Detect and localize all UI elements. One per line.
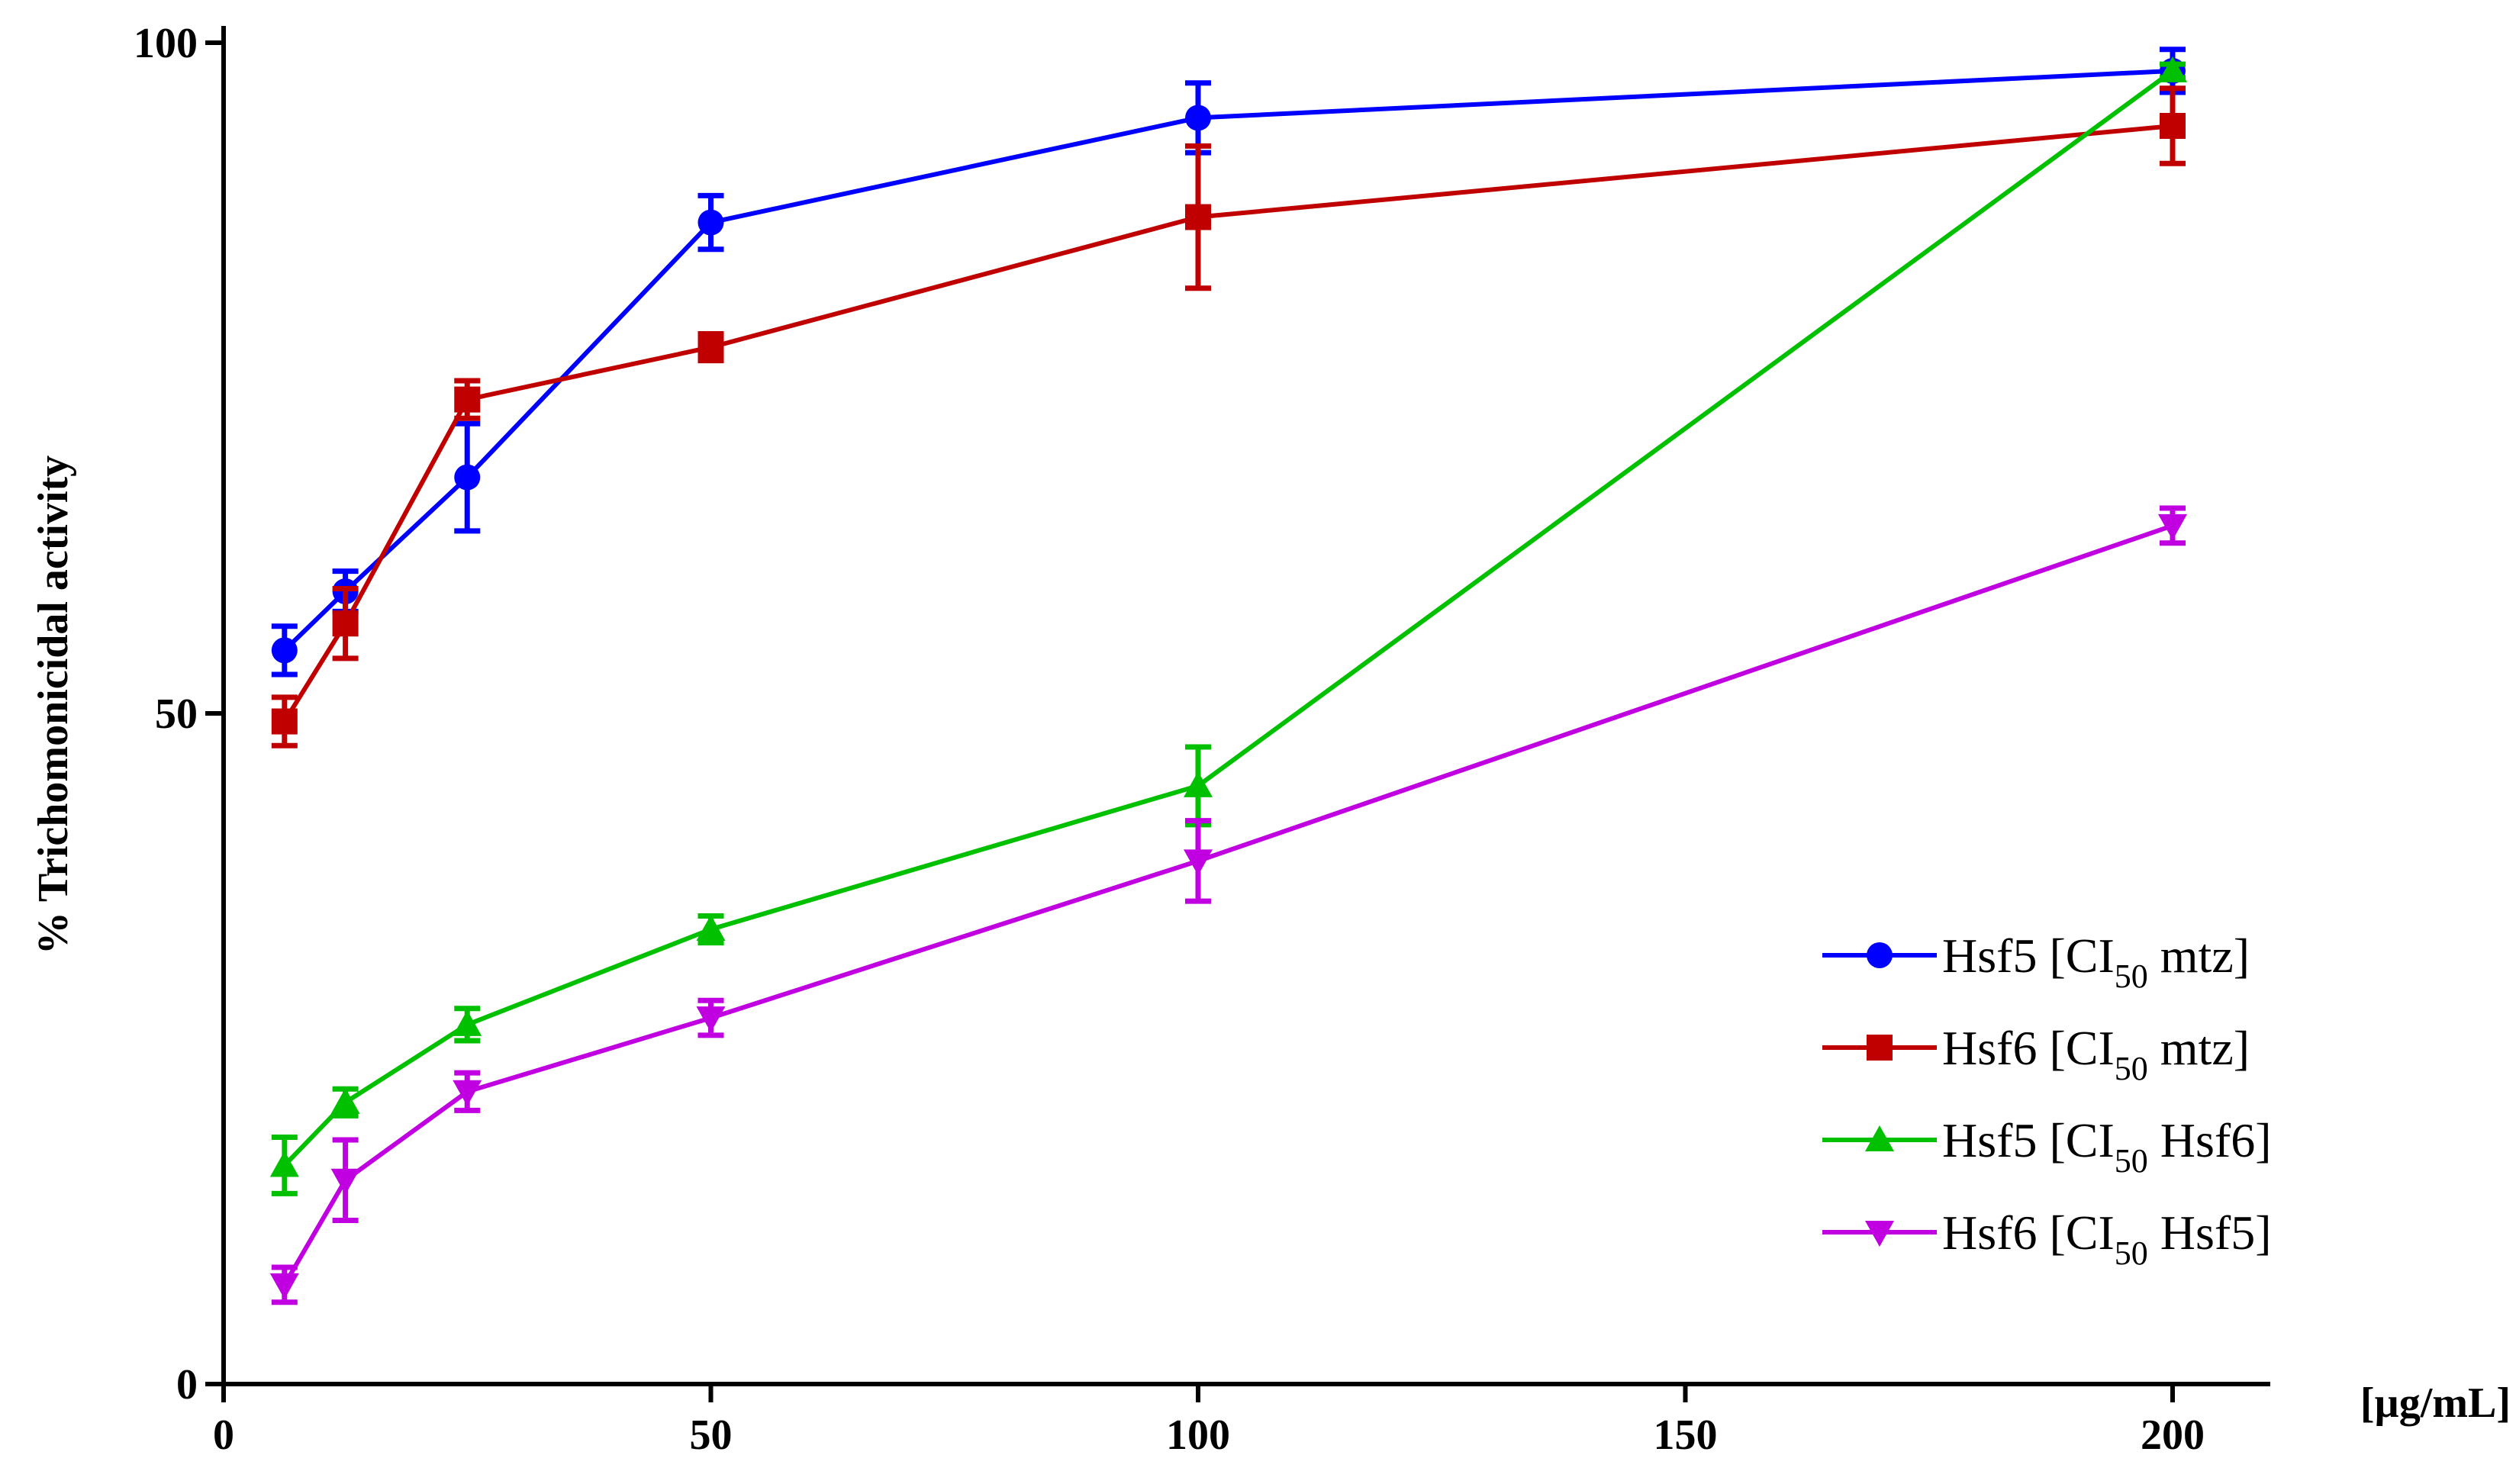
legend-marker [1865,1221,1894,1247]
data-point [2158,513,2187,540]
data-point [330,1168,360,1195]
data-point [271,637,298,664]
data-point [697,334,724,361]
data-point [2160,112,2186,139]
series-1 [271,47,2186,678]
x-tick-label: 0 [213,1412,234,1459]
legend-label: Hsf6 [CI50 mtz] [1942,1021,2250,1087]
data-point [453,1080,482,1106]
y-tick-label: 50 [155,690,198,738]
legend-marker [1865,1125,1894,1151]
data-point [1185,204,1211,230]
legend-item: Hsf5 [CI50 mtz] [1822,929,2250,995]
legend-marker [1867,942,1893,968]
data-point [269,1273,299,1299]
data-point [271,708,298,735]
data-point [1184,771,1213,797]
series-3 [269,56,2187,1196]
data-point [696,915,726,942]
series-layer [269,47,2187,1305]
legend: Hsf5 [CI50 mtz] Hsf6 [CI50 mtz] Hsf5 [CI50… [1822,929,2272,1272]
data-point [453,1009,482,1036]
data-point [332,610,359,637]
legend-item: Hsf6 [CI50 Hsf5] [1822,1206,2272,1272]
x-tick-label: 100 [1166,1412,1230,1459]
data-point [697,209,724,236]
legend-marker [1867,1035,1893,1061]
x-tick-label: 150 [1654,1412,1718,1459]
x-tick-label: 200 [2141,1412,2205,1459]
data-point [1185,105,1211,131]
series-line [282,124,2173,723]
data-point [696,1006,726,1033]
y-axis-label: % Trichomonicidal activity [30,456,77,954]
legend-label: Hsf5 [CI50 Hsf6] [1942,1113,2272,1180]
data-point [330,1087,360,1114]
legend-label: Hsf6 [CI50 Hsf5] [1942,1206,2272,1272]
y-tick-label: 100 [134,20,198,67]
data-point [454,386,481,413]
x-axis-label: [µg/mL] [2360,1379,2511,1427]
data-point [269,1151,299,1177]
legend-item: Hsf5 [CI50 Hsf6] [1822,1113,2272,1180]
axes [221,26,2270,1386]
series-line [282,69,2174,1167]
series-2 [271,85,2186,748]
series-line [282,523,2173,1286]
legend-label: Hsf5 [CI50 mtz] [1942,929,2250,995]
x-tick-label: 50 [690,1412,733,1459]
data-point [2158,56,2187,82]
series-4 [269,505,2187,1305]
data-point [1184,849,1213,876]
y-tick-label: 0 [176,1361,198,1408]
ticks: 0 50 100 150 200 0 50 100 [134,20,2205,1459]
series-line [282,68,2173,652]
legend-item: Hsf6 [CI50 mtz] [1822,1021,2250,1087]
data-point [454,464,481,491]
